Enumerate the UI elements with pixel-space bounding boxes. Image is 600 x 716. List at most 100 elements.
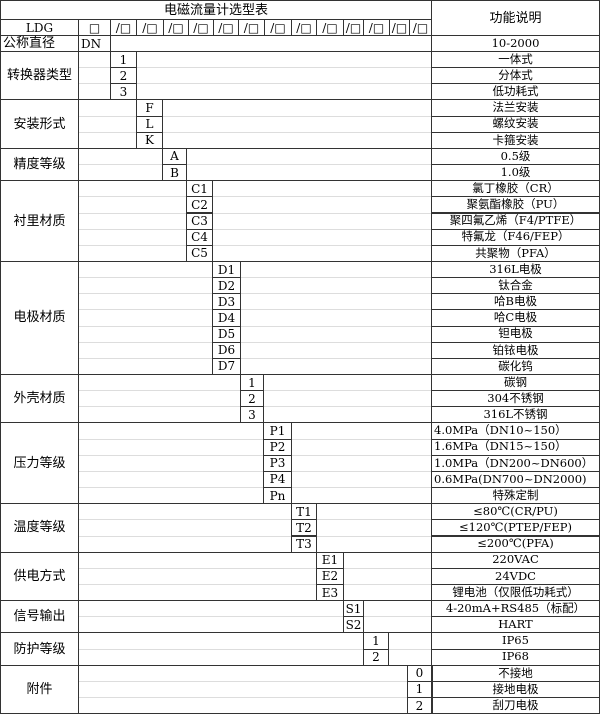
- option-description: 220VAC: [431, 551, 600, 569]
- grid-line: [212, 196, 431, 198]
- option-code: E3: [316, 583, 344, 602]
- option-code: P2: [263, 438, 292, 456]
- option-description: 特殊定制: [431, 487, 600, 505]
- group-blank-right: [291, 422, 432, 505]
- group-label: 供电方式: [0, 551, 79, 602]
- grid-line: [291, 470, 431, 472]
- group-label: 附件: [0, 664, 79, 715]
- grid-line: [212, 228, 431, 230]
- option-code: C1: [186, 180, 213, 198]
- option-code: D6: [212, 341, 241, 359]
- option-description: 316L电极: [431, 260, 600, 279]
- option-description: 钛合金: [431, 277, 600, 295]
- group-blank-right: [343, 551, 432, 602]
- model-code-box: /□: [409, 19, 432, 36]
- group-blank-left: [78, 51, 111, 101]
- model-prefix: LDG: [0, 19, 79, 36]
- function-header: 功能说明: [431, 0, 600, 36]
- option-code: P1: [263, 422, 292, 440]
- option-description: 1.0级: [431, 164, 600, 182]
- option-code: 2: [407, 697, 432, 715]
- option-description: 钽电极: [431, 325, 600, 343]
- grid-line: [240, 309, 431, 311]
- table-title: 电磁流量计选型表: [0, 0, 432, 20]
- option-code: 2: [240, 390, 264, 408]
- option-description: 1.6MPa（DN15~150）: [431, 438, 600, 456]
- model-code-box: /□: [238, 19, 265, 36]
- grid-line: [79, 293, 212, 295]
- group-label: 防护等级: [0, 632, 79, 666]
- option-code: 3: [110, 83, 137, 101]
- option-code: P4: [263, 470, 292, 489]
- grid-line: [79, 567, 316, 569]
- option-description: 0.6MPa(DN700~DN2000): [431, 470, 600, 489]
- option-code: D3: [212, 293, 241, 311]
- group-label: 电极材质: [0, 260, 79, 375]
- option-description: 接地电极: [431, 680, 600, 698]
- option-code: E1: [316, 551, 344, 569]
- option-description: 不接地: [431, 664, 600, 682]
- option-code: K: [136, 131, 163, 149]
- option-code: 2: [363, 648, 389, 666]
- group-blank-right: [136, 51, 432, 101]
- option-description: 聚氨酯橡胶（PU）: [431, 196, 600, 214]
- grid-line: [240, 357, 431, 359]
- grid-line: [79, 535, 291, 537]
- model-code-box: /□: [213, 19, 239, 36]
- grid-line: [212, 244, 431, 246]
- grid-line: [79, 83, 110, 85]
- model-code-box: /□: [188, 19, 214, 36]
- option-code: 1: [110, 51, 137, 69]
- model-code-box: /□: [389, 19, 410, 36]
- option-description: 锂电池（仅限低功耗式）: [431, 583, 600, 602]
- option-description: HART: [431, 616, 600, 634]
- grid-line: [79, 697, 407, 698]
- option-description: 特氟龙（F46/FEP）: [431, 228, 600, 246]
- option-code: D2: [212, 277, 241, 295]
- group-label: 精度等级: [0, 147, 79, 182]
- nominal-description: 10-2000: [431, 35, 600, 52]
- group-blank-right: [162, 99, 432, 149]
- option-code: T3: [291, 535, 317, 553]
- group-label: 外壳材质: [0, 374, 79, 424]
- grid-line: [79, 648, 363, 650]
- grid-line: [136, 67, 431, 69]
- option-code: E2: [316, 567, 344, 585]
- group-blank-left: [78, 551, 317, 602]
- option-description: 哈B电极: [431, 293, 600, 311]
- grid-line: [343, 583, 431, 585]
- model-code-box: /□: [291, 19, 317, 36]
- option-code: 0: [407, 664, 432, 682]
- grid-line: [79, 309, 212, 311]
- group-label: 转换器类型: [0, 51, 79, 101]
- group-blank-left: [78, 422, 264, 505]
- option-code: L: [136, 115, 163, 133]
- option-description: 碳化钨: [431, 357, 600, 375]
- option-description: 24VDC: [431, 567, 600, 585]
- option-description: 刮刀电极: [431, 697, 600, 715]
- option-description: 分体式: [431, 67, 600, 85]
- grid-line: [79, 131, 136, 133]
- grid-line: [263, 406, 431, 408]
- option-code: 3: [240, 406, 264, 424]
- option-code: D7: [212, 357, 241, 375]
- option-description: ≤120℃(PTEP/FEP): [431, 519, 600, 537]
- option-description: 聚四氟乙烯（F4/PTFE）: [431, 212, 600, 230]
- option-description: 碳钢: [431, 374, 600, 392]
- option-code: F: [136, 99, 163, 117]
- grid-line: [136, 83, 431, 85]
- grid-line: [240, 325, 431, 327]
- grid-line: [79, 277, 212, 279]
- option-description: IP65: [431, 632, 600, 650]
- grid-line: [79, 406, 240, 408]
- group-label: 温度等级: [0, 503, 79, 553]
- group-blank-left: [78, 503, 292, 553]
- grid-line: [79, 115, 136, 117]
- option-description: ≤200℃(PFA): [431, 535, 600, 553]
- option-description: 法兰安装: [431, 99, 600, 117]
- grid-line: [316, 535, 431, 537]
- model-code-box: /□: [110, 19, 137, 36]
- model-code-box: /□: [163, 19, 189, 36]
- option-code: T1: [291, 503, 317, 521]
